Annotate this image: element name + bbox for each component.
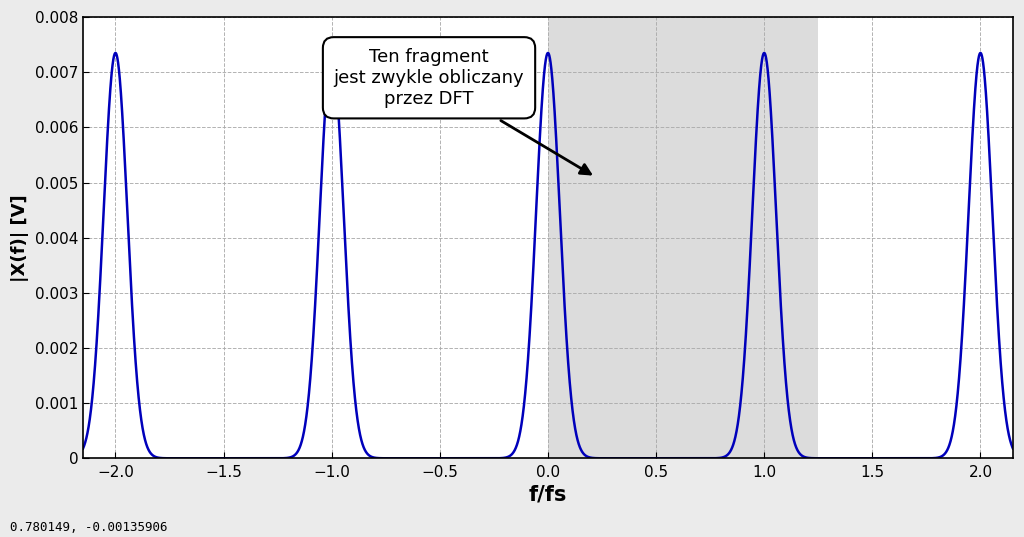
Bar [548,17,818,458]
Y-axis label: |X(f)| [V]: |X(f)| [V] [11,194,29,281]
Text: 0.780149, -0.00135906: 0.780149, -0.00135906 [10,521,168,534]
X-axis label: f/fs: f/fs [528,484,567,504]
Text: Ten fragment
jest zwykle obliczany
przez DFT: Ten fragment jest zwykle obliczany przez… [334,48,591,174]
